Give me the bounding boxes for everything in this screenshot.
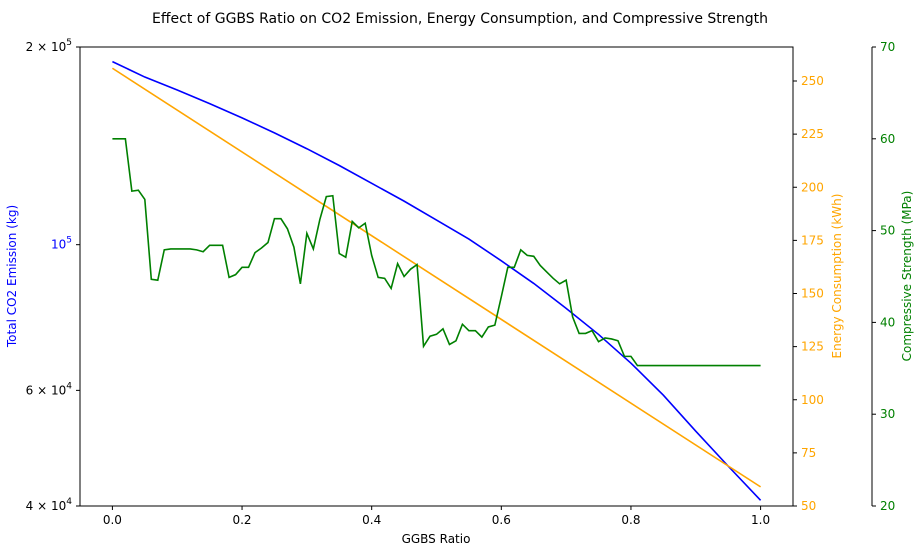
- x-tick-label: 0.0: [103, 513, 122, 527]
- x-tick-label: 1.0: [751, 513, 770, 527]
- energy-tick-label: 150: [801, 287, 824, 301]
- strength-tick-label: 50: [880, 224, 895, 238]
- x-tick-label: 0.4: [362, 513, 381, 527]
- energy-tick-label: 100: [801, 393, 824, 407]
- energy-series-line: [111, 67, 762, 488]
- energy-tick-label: 225: [801, 127, 824, 141]
- lines-layer: [111, 60, 762, 501]
- energy-axis: 50 75 100 125 150 175 200 225 250: [793, 74, 824, 513]
- x-tick-label: 0.6: [492, 513, 511, 527]
- chart-title: Effect of GGBS Ratio on CO2 Emission, En…: [152, 11, 768, 27]
- x-tick-label: 0.8: [621, 513, 640, 527]
- co2-tick-label: 105: [51, 236, 72, 252]
- strength-tick-label: 20: [880, 499, 895, 513]
- strength-tick-label: 60: [880, 132, 895, 146]
- x-axis-label: GGBS Ratio: [402, 532, 471, 546]
- strength-axis-label: Compressive Strength (MPa): [900, 191, 914, 362]
- strength-series-line: [112, 138, 761, 367]
- strength-tick-label: 30: [880, 407, 895, 421]
- energy-tick-label: 75: [801, 446, 816, 460]
- energy-tick-label: 175: [801, 233, 824, 247]
- x-axis: 0.0 0.2 0.4 0.6 0.8 1.0: [103, 506, 770, 527]
- energy-tick-label: 125: [801, 340, 824, 354]
- strength-tick-label: 70: [880, 40, 895, 54]
- co2-axis-label: Total CO2 Emission (kg): [5, 205, 19, 348]
- energy-tick-label: 250: [801, 74, 824, 88]
- co2-axis: 4 × 104 6 × 104 105 2 × 105: [26, 38, 80, 513]
- x-tick-label: 0.2: [232, 513, 251, 527]
- plot-frame: [79, 46, 794, 507]
- co2-series-line: [112, 60, 762, 501]
- energy-tick-label: 50: [801, 499, 816, 513]
- strength-axis: 20 30 40 50 60 70: [871, 40, 895, 513]
- energy-tick-label: 200: [801, 180, 824, 194]
- energy-axis-label: Energy Consumption (kWh): [830, 194, 844, 359]
- co2-tick-label: 6 × 104: [26, 381, 73, 397]
- co2-tick-label: 2 × 105: [26, 38, 72, 54]
- co2-tick-label: 4 × 104: [26, 497, 73, 513]
- strength-tick-label: 40: [880, 315, 895, 329]
